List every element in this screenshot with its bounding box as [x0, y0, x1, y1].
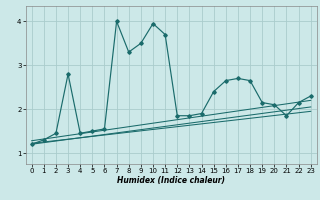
X-axis label: Humidex (Indice chaleur): Humidex (Indice chaleur): [117, 176, 225, 185]
